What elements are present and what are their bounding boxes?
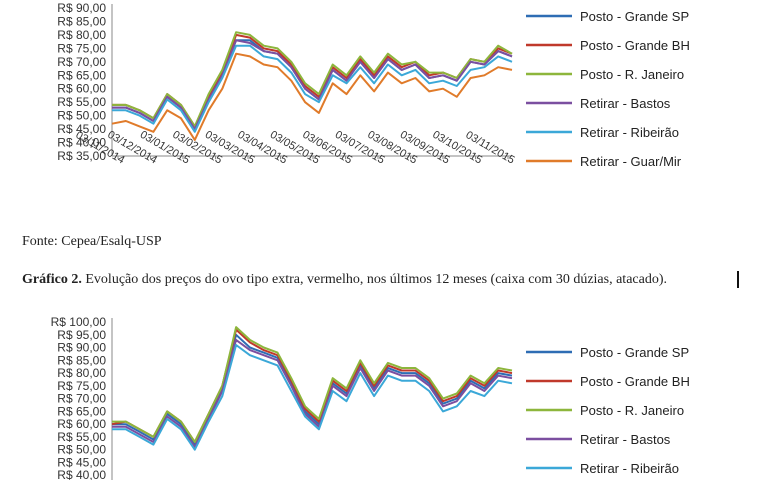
- legend-label: Posto - Grande SP: [580, 9, 689, 24]
- y-tick-label: R$ 65,00: [57, 68, 106, 82]
- series-line-5: [112, 344, 513, 451]
- legend-label: Posto - R. Janeiro: [580, 67, 684, 82]
- y-tick-label: R$ 60,00: [57, 417, 106, 431]
- legend-label: Posto - R. Janeiro: [580, 403, 684, 418]
- y-tick-label: R$ 35,00: [57, 149, 106, 163]
- y-tick-label: R$ 85,00: [57, 353, 106, 367]
- y-tick-label: R$ 60,00: [57, 82, 106, 96]
- y-tick-label: R$ 65,00: [57, 404, 106, 418]
- y-tick-label: R$ 45,00: [57, 455, 106, 469]
- series-line-3: [112, 326, 513, 443]
- series-line-4: [112, 39, 513, 131]
- legend-label: Retirar - Guar/Mir: [580, 154, 682, 169]
- series-line-4: [112, 338, 513, 449]
- y-tick-label: R$ 80,00: [57, 28, 106, 42]
- legend-label: Posto - Grande BH: [580, 374, 690, 389]
- legend-label: Retirar - Bastos: [580, 96, 671, 111]
- series-line-3: [112, 31, 513, 128]
- y-tick-label: R$ 75,00: [57, 379, 106, 393]
- y-tick-label: R$ 100,00: [51, 315, 107, 329]
- legend-label: Retirar - Bastos: [580, 432, 671, 447]
- y-tick-label: R$ 90,00: [57, 1, 106, 15]
- caption-text: Evolução dos preços do ovo tipo extra, v…: [81, 272, 667, 287]
- y-tick-label: R$ 80,00: [57, 366, 106, 380]
- legend-label: Retirar - Ribeirão: [580, 461, 679, 476]
- source-note: Fonte: Cepea/Esalq-USP: [22, 234, 162, 249]
- y-tick-label: R$ 55,00: [57, 95, 106, 109]
- y-tick-label: R$ 70,00: [57, 392, 106, 406]
- series-line-5: [112, 44, 513, 133]
- y-tick-label: R$ 90,00: [57, 341, 106, 355]
- legend-label: Retirar - Ribeirão: [580, 125, 679, 140]
- y-tick-label: R$ 40,00: [57, 136, 106, 150]
- y-tick-label: R$ 75,00: [57, 41, 106, 55]
- caption-label: Gráfico 2.: [22, 272, 82, 287]
- y-tick-label: R$ 40,00: [57, 468, 106, 480]
- y-tick-label: R$ 70,00: [57, 55, 106, 69]
- y-tick-label: R$ 55,00: [57, 430, 106, 444]
- series-line-1: [112, 333, 513, 446]
- y-tick-label: R$ 95,00: [57, 328, 106, 342]
- series-line-2: [111, 328, 513, 443]
- text-cursor: [737, 271, 739, 288]
- chart-2: R$ 40,00R$ 45,00R$ 50,00R$ 55,00R$ 60,00…: [51, 315, 690, 480]
- figure-caption: Gráfico 2. Evolução dos preços do ovo ti…: [22, 271, 742, 288]
- y-tick-label: R$ 85,00: [57, 14, 106, 28]
- y-tick-label: R$ 50,00: [57, 443, 106, 457]
- chart-1: R$ 35,00R$ 40,00R$ 45,00R$ 50,00R$ 55,00…: [57, 1, 690, 169]
- y-tick-label: R$ 50,00: [57, 109, 106, 123]
- y-tick-label: R$ 45,00: [57, 122, 106, 136]
- legend-label: Posto - Grande SP: [580, 345, 689, 360]
- series-line-6: [111, 52, 513, 141]
- legend-label: Posto - Grande BH: [580, 38, 690, 53]
